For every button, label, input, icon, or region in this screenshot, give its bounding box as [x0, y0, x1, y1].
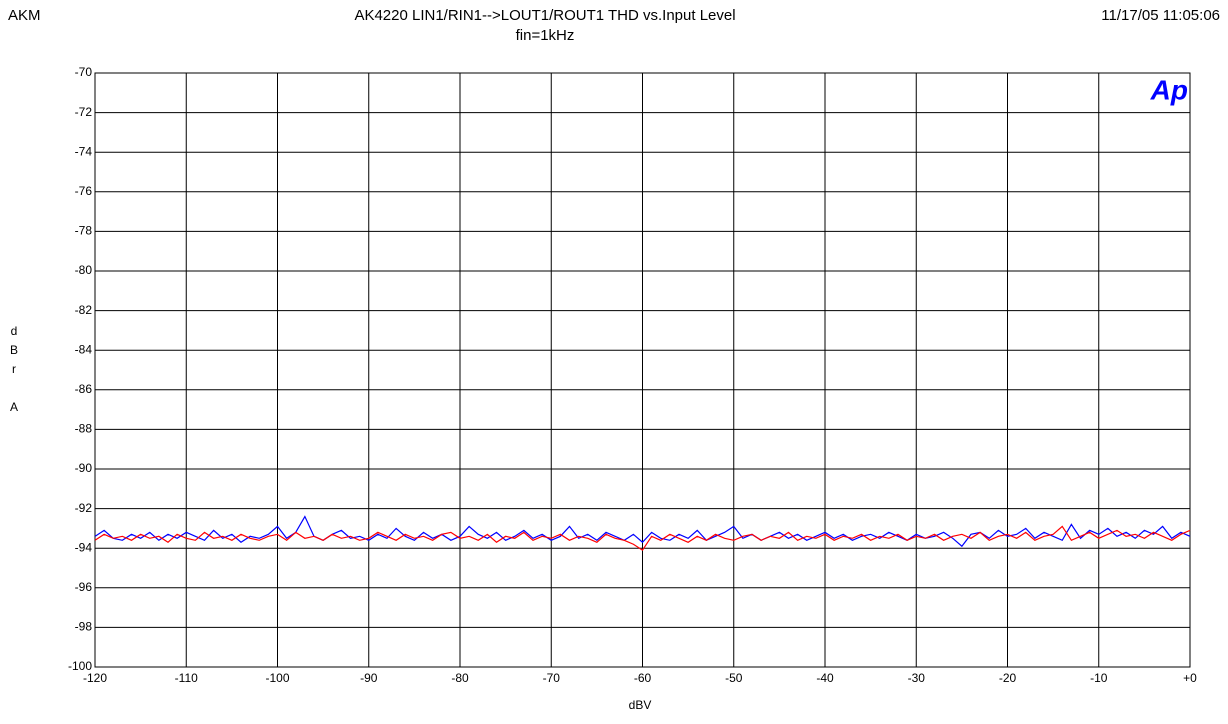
- y-tick-label: -82: [75, 303, 93, 317]
- x-tick-label: -60: [634, 671, 652, 685]
- x-tick-label: -80: [451, 671, 469, 685]
- y-tick-label: -78: [75, 224, 93, 238]
- y-tick-label: -76: [75, 184, 93, 198]
- y-tick-label: -88: [75, 422, 93, 436]
- timestamp: 11/17/05 11:05:06: [1101, 7, 1220, 24]
- x-tick-label: -110: [175, 671, 198, 685]
- x-tick-label: -30: [908, 671, 926, 685]
- y-tick-label: -96: [75, 580, 93, 594]
- x-axis-label: dBV: [629, 698, 652, 712]
- plot-frame: [94, 72, 1191, 668]
- chart-title: AK4220 LIN1/RIN1-->LOUT1/ROUT1 THD vs.In…: [354, 7, 735, 24]
- x-tick-label: -40: [816, 671, 834, 685]
- y-tick-label: -72: [75, 105, 93, 119]
- x-tick-label: -70: [543, 671, 561, 685]
- logo: Ap: [1150, 74, 1188, 105]
- x-tick-label: -10: [1090, 671, 1108, 685]
- y-tick-label: -94: [75, 540, 93, 554]
- y-tick-label: -86: [75, 382, 93, 396]
- y-tick-label: -80: [75, 263, 93, 277]
- y-tick-label: -70: [75, 65, 93, 79]
- x-tick-label: -50: [725, 671, 743, 685]
- y-tick-label: -90: [75, 461, 93, 475]
- x-tick-label: -100: [265, 671, 289, 685]
- data-line: [94, 515, 1191, 548]
- header-left: AKM: [8, 7, 41, 24]
- data-line: [94, 525, 1191, 552]
- chart-subtitle: fin=1kHz: [516, 27, 575, 44]
- y-tick-label: -74: [75, 144, 93, 158]
- x-tick-label: +0: [1183, 671, 1197, 685]
- y-tick-label: -92: [75, 501, 93, 515]
- x-tick-label: -90: [360, 671, 378, 685]
- y-tick-label: -84: [75, 342, 93, 356]
- y-tick-label: -98: [75, 620, 93, 634]
- y-tick-label: -100: [68, 659, 92, 673]
- x-tick-label: -120: [83, 671, 107, 685]
- x-tick-label: -20: [999, 671, 1017, 685]
